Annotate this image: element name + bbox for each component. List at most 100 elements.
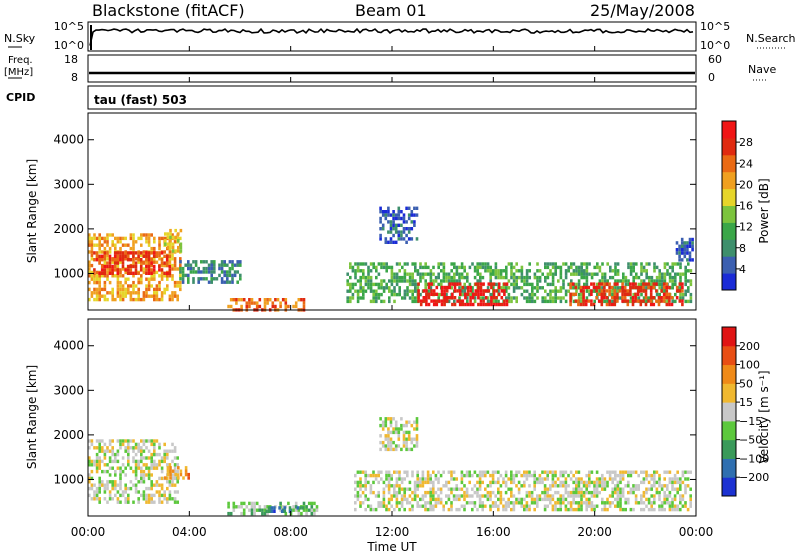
velocity-cell: [93, 459, 96, 464]
power-cell: [223, 260, 226, 264]
velocity-cell: [140, 473, 143, 477]
power-cell: [590, 302, 593, 307]
velocity-cell: [124, 486, 127, 491]
power-cell: [632, 262, 635, 266]
power-cell: [497, 299, 500, 304]
power-cell: [592, 285, 596, 290]
power-cell: [413, 223, 416, 227]
power-cell: [455, 265, 459, 270]
power-cell: [90, 243, 94, 247]
velocity-cell: [227, 511, 230, 516]
power-cell: [688, 244, 692, 248]
power-cell: [528, 269, 531, 273]
power-cell: [194, 260, 198, 264]
velocity-cell: [184, 469, 188, 473]
power-cell: [155, 297, 159, 302]
velocity-cell: [263, 505, 267, 509]
velocity-cell: [393, 494, 396, 498]
velocity-cell: [663, 477, 666, 481]
power-cell: [584, 299, 588, 303]
power-cell: [577, 286, 581, 290]
velocity-cell: [541, 497, 544, 502]
power-cell: [114, 297, 117, 302]
velocity-cell: [142, 473, 146, 477]
velocity-cell: [134, 446, 138, 450]
power-cell: [127, 277, 130, 281]
power-cell: [121, 294, 125, 298]
power-cell: [390, 272, 394, 276]
power-cell: [627, 282, 630, 287]
power-cell: [453, 282, 457, 286]
power-cell: [406, 292, 409, 297]
power-cell: [614, 272, 617, 276]
velocity-cell: [660, 484, 664, 488]
power-cell: [503, 302, 506, 307]
velocity-cell: [387, 501, 391, 505]
power-cell: [450, 275, 453, 280]
power-cell: [489, 272, 492, 276]
velocity-cell: [616, 497, 620, 502]
velocity-cell: [407, 447, 411, 452]
power-cell: [684, 275, 687, 280]
velocity-cell: [598, 477, 601, 481]
velocity-cell: [313, 508, 316, 512]
power-cell: [140, 260, 143, 264]
velocity-cell: [150, 480, 153, 484]
velocity-cell: [465, 494, 469, 498]
power-cell: [549, 272, 552, 276]
power-cell: [546, 265, 550, 270]
power-cell: [379, 233, 382, 238]
velocity-cell: [533, 477, 536, 481]
velocity-cell: [619, 477, 622, 481]
velocity-cell: [367, 504, 370, 508]
velocity-cell: [354, 480, 357, 485]
velocity-cell: [471, 507, 474, 512]
power-cell: [445, 279, 448, 283]
power-cell: [88, 297, 91, 302]
velocity-cell: [387, 497, 391, 502]
velocity-cell: [616, 480, 620, 485]
velocity-cell: [145, 486, 148, 491]
power-cell: [411, 289, 414, 293]
velocity-cell: [171, 480, 174, 484]
velocity-cell: [284, 511, 288, 516]
velocity-cell: [658, 484, 661, 488]
velocity-cell: [134, 463, 138, 467]
velocity-cell: [106, 480, 109, 484]
power-cell: [116, 268, 120, 272]
power-cell: [689, 279, 693, 283]
power-cell: [442, 275, 446, 280]
freq-label: Freq.: [8, 55, 33, 66]
velocity-cell: [504, 507, 508, 512]
power-cell: [397, 210, 401, 214]
power-cell: [177, 245, 180, 250]
power-cell: [538, 286, 542, 290]
power-cell: [145, 240, 148, 244]
power-cell: [169, 235, 172, 240]
power-cell: [613, 292, 617, 296]
power-cell: [466, 292, 470, 296]
velocity-cell: [458, 497, 461, 502]
velocity-cell: [528, 473, 531, 478]
power-cell: [108, 291, 112, 295]
power-cell: [268, 298, 272, 302]
velocity-cell: [137, 490, 140, 494]
velocity-cell: [619, 504, 622, 508]
power-cell: [397, 213, 401, 217]
power-cell: [181, 273, 185, 278]
power-cell: [655, 275, 659, 280]
velocity-cell: [660, 507, 664, 512]
velocity-cell: [608, 477, 612, 481]
velocity-cell: [673, 497, 677, 502]
power-cell: [538, 279, 542, 283]
power-cell: [627, 279, 630, 283]
velocity-cell: [385, 477, 388, 481]
power-cell: [476, 262, 479, 266]
velocity-cell: [421, 470, 425, 474]
velocity-cell: [132, 446, 135, 450]
power-cell: [440, 279, 443, 283]
velocity-cell: [634, 501, 638, 505]
power-cell: [140, 236, 143, 241]
velocity-cell: [119, 442, 122, 447]
velocity-cell: [432, 487, 435, 491]
